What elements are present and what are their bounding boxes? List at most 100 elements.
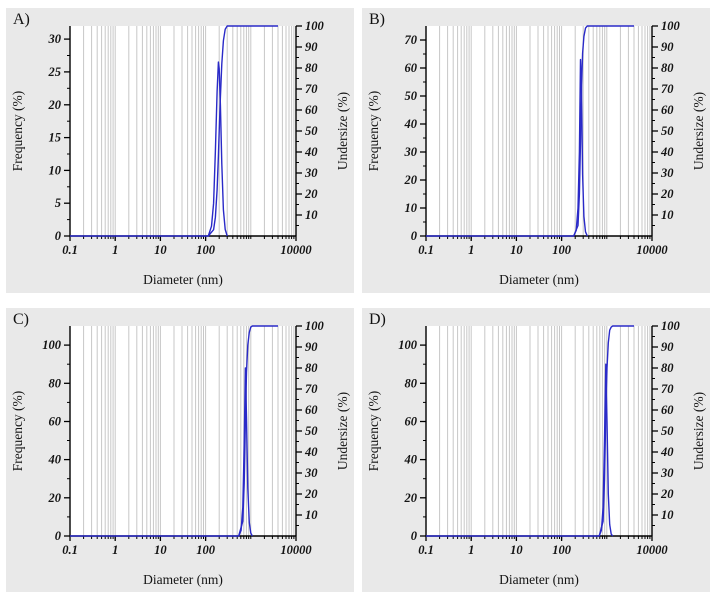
- y-right-tick-label: 30: [304, 166, 318, 180]
- chart-b: 0.1 1 10 100 10000 0 10 20 30 40 50 60 70 10 20 30 40 50 6…: [364, 10, 708, 290]
- y-left-tick-label: 70: [405, 33, 418, 47]
- y-left-tick-label: 100: [398, 338, 418, 352]
- chart-c: 0.1 1 10 100 10000 0 20 40 60 80 100 10 20 30 40 50 60 70…: [8, 310, 352, 590]
- x-tick-label: 10000: [636, 243, 668, 257]
- y-right-tick-label: 20: [304, 487, 318, 501]
- x-axis-title: Diameter (nm): [143, 572, 223, 587]
- y-left-tick-label: 5: [55, 196, 61, 210]
- x-tick-label: 0.1: [418, 543, 434, 557]
- y-axis-title-left: Frequency (%): [10, 390, 25, 471]
- y-left-tick-label: 0: [55, 529, 62, 543]
- y-axis-title-left: Frequency (%): [366, 390, 381, 471]
- y-right-tick-label: 50: [661, 124, 674, 138]
- x-axis-title: Diameter (nm): [499, 572, 579, 587]
- chart-d: 0.1 1 10 100 10000 0 20 40 60 80 100 10 20 30 40 50 60 70…: [364, 310, 708, 590]
- x-tick-label: 10: [154, 543, 167, 557]
- y-left-tick-label: 60: [405, 61, 418, 75]
- y-right-tick-label: 10: [661, 208, 674, 222]
- y-right-tick-label: 40: [660, 445, 674, 459]
- y-left-tick-label: 20: [404, 173, 418, 187]
- x-tick-label: 1: [112, 543, 118, 557]
- y-left-tick-label: 30: [404, 145, 418, 159]
- y-axis-title-right: Undersize (%): [335, 92, 350, 170]
- panel-a: A) 0.1 1 10 100 10000 0 5 10 15 20 25 30 10 20 30 40 50 6…: [6, 8, 354, 293]
- x-tick-label: 10000: [636, 543, 668, 557]
- y-left-tick-label: 60: [405, 414, 418, 428]
- y-right-tick-label: 80: [661, 61, 674, 75]
- x-tick-label: 100: [196, 243, 216, 257]
- y-right-tick-label: 50: [661, 424, 674, 438]
- panel-label-a: A): [13, 11, 30, 28]
- y-axis-title-left: Frequency (%): [366, 91, 381, 172]
- y-left-tick-label: 80: [405, 376, 418, 390]
- panel-label-b: B): [369, 11, 385, 28]
- y-right-tick-label: 10: [305, 208, 318, 222]
- x-axis-title: Diameter (nm): [499, 272, 579, 287]
- y-left-tick-label: 20: [404, 490, 418, 504]
- plot-area: [426, 325, 652, 536]
- x-tick-label: 100: [196, 543, 216, 557]
- panel-label-d: D): [369, 310, 386, 328]
- plot-area: [70, 26, 296, 236]
- y-right-tick-label: 20: [660, 187, 674, 201]
- y-right-tick-label: 90: [661, 340, 674, 354]
- y-right-tick-label: 80: [661, 361, 674, 375]
- y-left-tick-label: 0: [411, 229, 418, 243]
- y-right-tick-label: 90: [305, 40, 318, 54]
- y-left-tick-label: 80: [49, 376, 62, 390]
- x-tick-label: 0.1: [62, 543, 78, 557]
- y-right-tick-label: 100: [661, 319, 681, 333]
- y-right-tick-label: 100: [661, 19, 681, 33]
- y-left-tick-label: 40: [48, 452, 62, 466]
- y-left-tick-label: 10: [405, 201, 418, 215]
- y-right-tick-label: 70: [305, 382, 318, 396]
- y-axis-title-right: Undersize (%): [691, 92, 706, 170]
- y-right-tick-label: 70: [661, 382, 674, 396]
- x-tick-label: 10000: [280, 543, 312, 557]
- y-right-tick-label: 60: [305, 103, 318, 117]
- y-right-tick-label: 30: [304, 466, 318, 480]
- y-right-tick-label: 70: [305, 82, 318, 96]
- x-tick-label: 0.1: [62, 243, 78, 257]
- y-right-tick-label: 60: [661, 103, 674, 117]
- size-distribution-chart: 0.1 1 10 100 10000 0 20 40 60 80 100 10 20 30 40 50 60 70…: [10, 319, 350, 587]
- y-right-tick-label: 20: [304, 187, 318, 201]
- panel-b: B) 0.1 1 10 100 10000 0 10 20 30 40 50 60 70 10 20 30 40…: [362, 8, 710, 293]
- y-right-tick-label: 10: [305, 508, 318, 522]
- y-right-tick-label: 90: [661, 40, 674, 54]
- undersize-curve: [70, 25, 278, 237]
- x-tick-label: 1: [468, 543, 474, 557]
- y-right-tick-label: 60: [661, 403, 674, 417]
- y-right-tick-label: 80: [305, 61, 318, 75]
- y-axis-title-right: Undersize (%): [335, 391, 350, 469]
- size-distribution-chart: 0.1 1 10 100 10000 0 5 10 15 20 25 30 10 20 30 40 50 60 70…: [10, 19, 350, 287]
- undersize-curve: [70, 324, 278, 537]
- y-right-tick-label: 40: [304, 145, 318, 159]
- y-left-tick-label: 0: [411, 529, 418, 543]
- y-left-tick-label: 60: [49, 414, 62, 428]
- undersize-curve: [426, 324, 634, 537]
- y-left-tick-label: 20: [48, 98, 62, 112]
- size-distribution-chart: 0.1 1 10 100 10000 0 20 40 60 80 100 10 20 30 40 50 60 70…: [366, 319, 706, 587]
- y-right-tick-label: 20: [660, 487, 674, 501]
- x-tick-label: 100: [552, 243, 572, 257]
- y-left-tick-label: 40: [404, 452, 418, 466]
- y-right-tick-label: 40: [660, 145, 674, 159]
- x-tick-label: 10: [510, 543, 523, 557]
- frequency-curve: [573, 58, 588, 237]
- size-distribution-chart: 0.1 1 10 100 10000 0 10 20 30 40 50 60 70 10 20 30 40 50 6…: [366, 19, 706, 287]
- frequency-curve: [207, 61, 228, 237]
- y-axis-title-left: Frequency (%): [10, 91, 25, 172]
- y-left-tick-label: 40: [404, 117, 418, 131]
- panel-c: C) 0.1 1 10 100 10000 0 20 40 60 80 100 10 20 30 40 50 6…: [6, 307, 354, 592]
- y-right-tick-label: 80: [305, 361, 318, 375]
- x-axis-title: Diameter (nm): [143, 272, 223, 287]
- x-tick-label: 10: [510, 243, 523, 257]
- panel-d: D) 0.1 1 10 100 10000 0 20 40 60 80 100 10 20 30 40 50 6…: [362, 307, 710, 592]
- y-left-tick-label: 0: [55, 229, 62, 243]
- y-left-tick-label: 30: [48, 32, 62, 46]
- plot-area: [426, 26, 652, 236]
- y-axis-title-right: Undersize (%): [691, 391, 706, 469]
- y-right-tick-label: 40: [304, 445, 318, 459]
